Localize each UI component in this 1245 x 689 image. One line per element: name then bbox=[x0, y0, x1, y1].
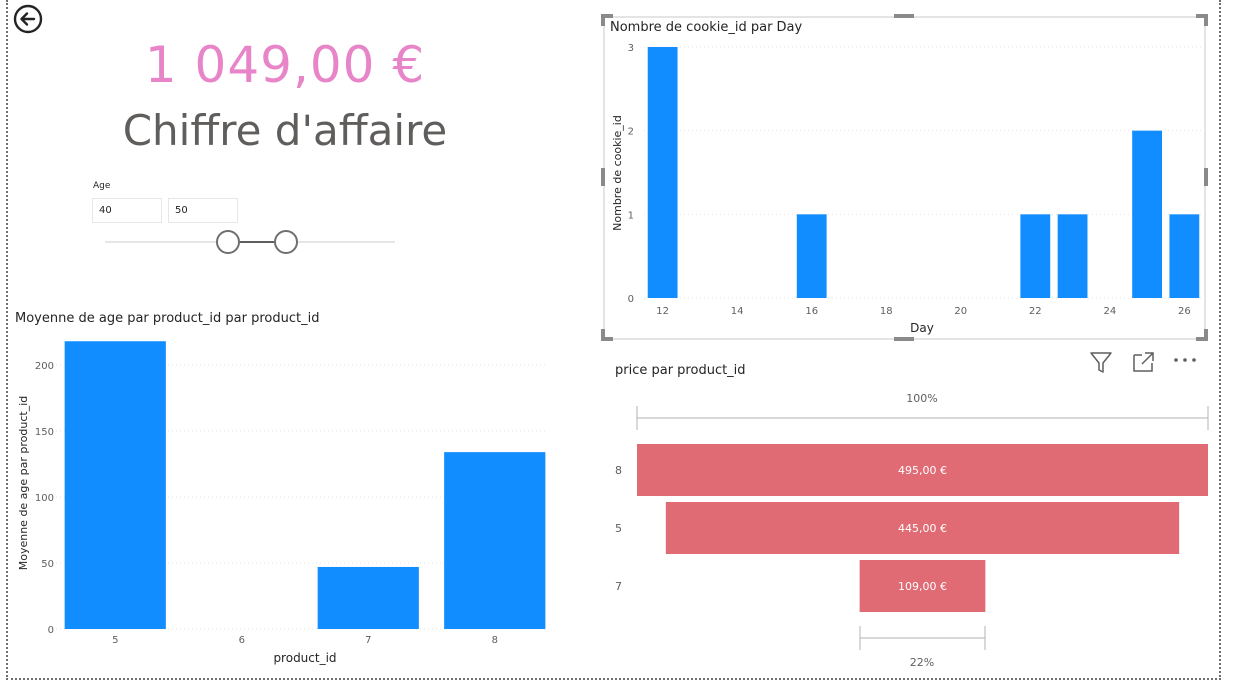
slider-max-handle[interactable] bbox=[274, 230, 298, 254]
back-arrow-icon bbox=[13, 4, 43, 34]
age-range-slider[interactable] bbox=[100, 226, 400, 258]
focus-mode-icon bbox=[1133, 352, 1154, 372]
more-options-button[interactable] bbox=[1172, 350, 1198, 376]
filter-button[interactable] bbox=[1088, 350, 1114, 376]
focus-mode-button[interactable] bbox=[1130, 350, 1156, 376]
slicer-title: Age bbox=[93, 181, 111, 191]
slicer-max-input[interactable] bbox=[168, 198, 238, 223]
more-options-icon bbox=[1174, 358, 1196, 362]
kpi-value: 1 049,00 € bbox=[144, 36, 426, 94]
back-button[interactable] bbox=[13, 4, 45, 36]
report-canvas bbox=[6, 0, 1221, 680]
slicer-min-input[interactable] bbox=[92, 198, 162, 223]
kpi-label: Chiffre d'affaire bbox=[122, 106, 448, 155]
visual-header-toolbar bbox=[1086, 350, 1206, 376]
filter-icon bbox=[1090, 352, 1112, 373]
slider-min-handle[interactable] bbox=[216, 230, 240, 254]
